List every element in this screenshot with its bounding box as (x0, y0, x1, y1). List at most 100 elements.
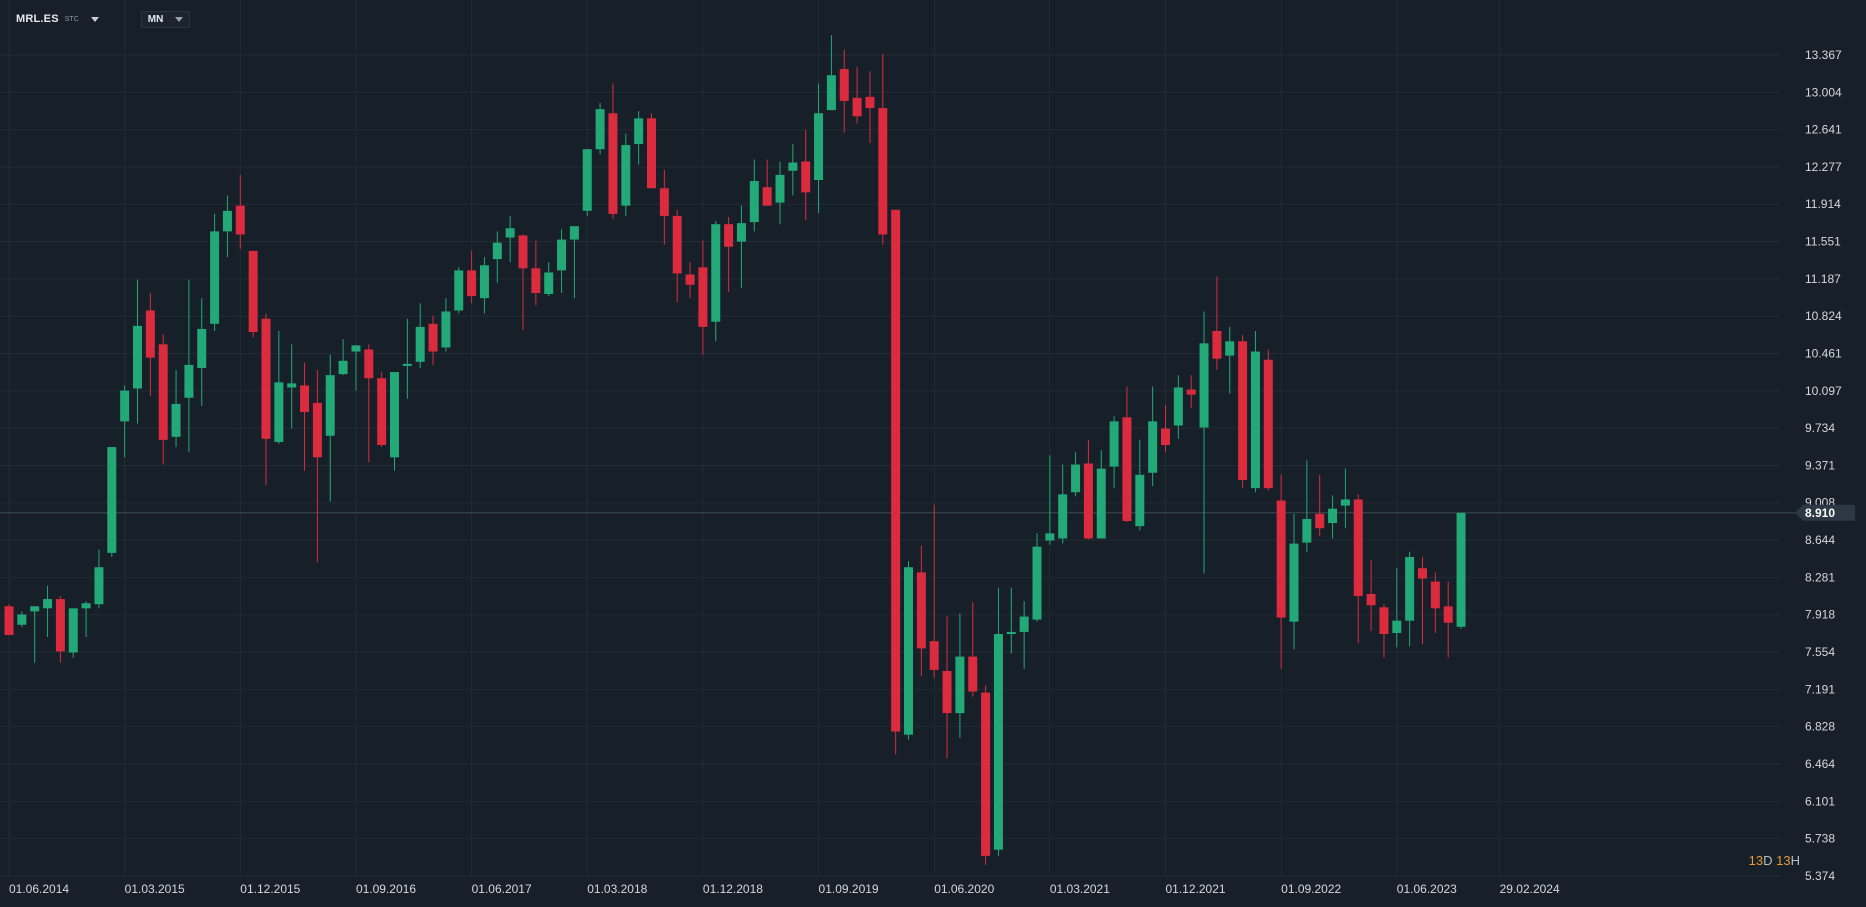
candle (647, 113, 656, 189)
candle-body (441, 311, 451, 348)
candle-body (608, 113, 618, 214)
candle-body (672, 215, 682, 274)
candle-body (1315, 513, 1325, 529)
candle (325, 354, 335, 502)
candle (1418, 556, 1427, 645)
y-tick-label: 6.464 (1805, 757, 1835, 771)
candle (261, 313, 271, 486)
candle-body (518, 235, 528, 269)
x-tick-label: 01.09.2019 (819, 882, 879, 896)
candle-body (801, 161, 811, 193)
candle-body (1109, 421, 1119, 467)
candle (428, 315, 438, 365)
x-tick-label: 01.06.2017 (472, 882, 532, 896)
candle (68, 608, 78, 658)
candle (133, 279, 142, 424)
candle-body (43, 599, 53, 609)
candle-body (505, 228, 515, 238)
countdown-days: 13 (1748, 853, 1764, 868)
candle (274, 330, 284, 444)
candle (968, 602, 978, 697)
y-tick-label: 7.554 (1805, 645, 1835, 659)
y-tick-label: 9.371 (1805, 458, 1835, 472)
candle (1405, 551, 1415, 647)
y-tick-label: 10.824 (1805, 309, 1842, 323)
candle (916, 545, 926, 677)
symbol-selector[interactable]: MRL.ES STC (10, 11, 105, 27)
y-tick-label: 10.461 (1805, 346, 1842, 360)
y-tick-label: 11.914 (1805, 197, 1841, 211)
candle-body (94, 567, 104, 605)
candle-body (878, 108, 888, 235)
candle-body (1045, 533, 1055, 541)
candle-body (1083, 463, 1093, 539)
countdown-days-unit: D (1763, 853, 1773, 868)
candle (1045, 455, 1055, 545)
candle-body (107, 447, 117, 553)
candle-body (415, 326, 425, 362)
candle-body (1148, 421, 1158, 473)
timeframe-selector[interactable]: MN (140, 10, 191, 28)
candle (1212, 276, 1222, 371)
candle-body (1135, 474, 1145, 527)
x-tick-label: 01.06.2020 (934, 882, 994, 896)
candle (505, 215, 515, 263)
candle-body (68, 608, 78, 653)
candle-body (1173, 387, 1183, 426)
countdown-hours: 13 (1776, 853, 1791, 868)
candle (1173, 375, 1183, 439)
candle-body (1340, 499, 1350, 506)
candle-body (865, 96, 875, 109)
candle (1238, 335, 1248, 489)
countdown-hours-unit: H (1790, 853, 1800, 868)
x-tick-label: 01.06.2023 (1397, 882, 1457, 896)
candle-body (1263, 359, 1273, 489)
candle (107, 447, 117, 557)
candle-body (1418, 568, 1427, 579)
candle-body (467, 270, 477, 297)
candle (377, 372, 387, 448)
candle (582, 149, 592, 216)
candle-body (1392, 620, 1402, 633)
candle-body (557, 239, 567, 271)
candle (1456, 512, 1466, 629)
candle-body (955, 656, 965, 714)
candle-body (325, 375, 335, 436)
candle-body (210, 231, 220, 324)
x-tick-label: 01.12.2018 (703, 882, 763, 896)
candle-body (634, 118, 644, 145)
candle-body (261, 318, 271, 439)
candle (724, 216, 734, 292)
x-tick-label: 01.09.2022 (1281, 882, 1341, 896)
candle (634, 111, 644, 165)
candle (1083, 439, 1093, 540)
candles (4, 35, 1466, 866)
candle (338, 339, 348, 376)
candle (993, 587, 1003, 856)
candle (955, 613, 965, 738)
candle (43, 585, 53, 638)
candle-body (55, 599, 65, 652)
candle (544, 262, 554, 297)
candle (145, 292, 155, 396)
candle (685, 262, 695, 299)
candle (1353, 494, 1363, 644)
y-tick-label: 12.641 (1805, 123, 1842, 137)
candle (390, 372, 399, 471)
x-tick-label: 01.12.2021 (1166, 882, 1226, 896)
candle-body (595, 109, 605, 150)
candle (1276, 474, 1286, 669)
candle (4, 604, 14, 636)
candle (1379, 604, 1389, 658)
candle (402, 318, 412, 399)
candle-body (4, 606, 14, 636)
x-tick-label: 01.03.2015 (125, 882, 185, 896)
candle-body (685, 274, 695, 285)
candle (981, 685, 991, 866)
candle-body (1328, 508, 1338, 524)
candle-body (30, 606, 40, 612)
candle (608, 83, 618, 220)
candle-body (364, 349, 374, 379)
